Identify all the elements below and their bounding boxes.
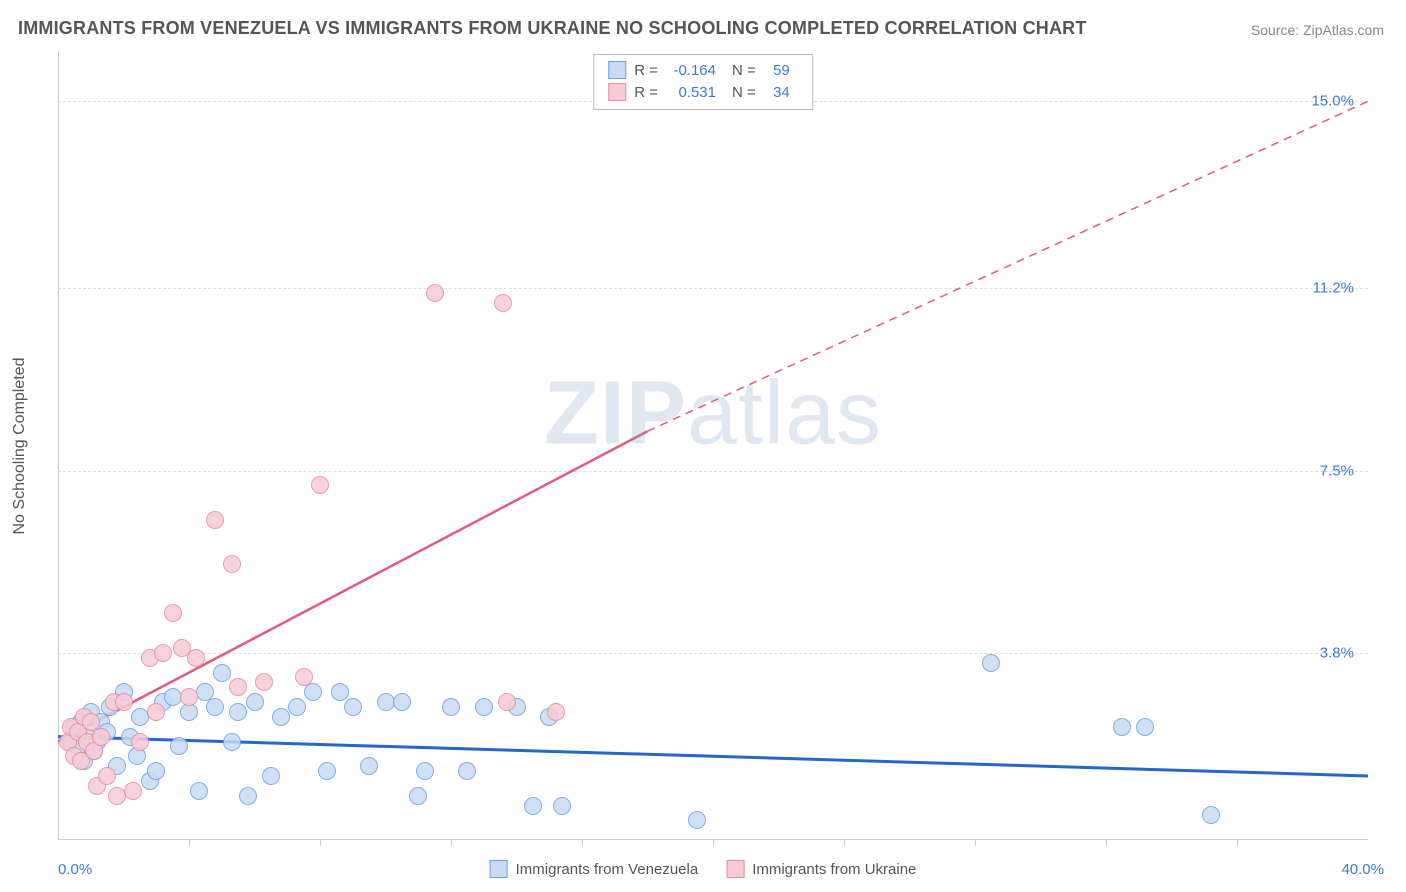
data-point-ukraine xyxy=(98,767,116,785)
data-point-ukraine xyxy=(426,284,444,302)
n-value-venezuela: 59 xyxy=(764,62,798,79)
data-point-venezuela xyxy=(393,693,411,711)
data-point-venezuela xyxy=(1202,806,1220,824)
stats-row-venezuela: R = -0.164 N = 59 xyxy=(608,59,798,81)
r-label: R = xyxy=(634,62,658,79)
data-point-venezuela xyxy=(246,693,264,711)
legend-label-venezuela: Immigrants from Venezuela xyxy=(516,861,699,878)
data-point-ukraine xyxy=(92,728,110,746)
data-point-venezuela xyxy=(377,693,395,711)
stats-legend: R = -0.164 N = 59 R = 0.531 N = 34 xyxy=(593,54,813,110)
data-point-ukraine xyxy=(180,688,198,706)
data-point-venezuela xyxy=(442,698,460,716)
data-point-ukraine xyxy=(498,693,516,711)
x-axis-max-label: 40.0% xyxy=(1341,861,1384,878)
x-tick xyxy=(713,840,714,846)
x-axis-min-label: 0.0% xyxy=(58,861,92,878)
data-point-venezuela xyxy=(416,762,434,780)
x-tick xyxy=(451,840,452,846)
x-tick xyxy=(1106,840,1107,846)
data-point-venezuela xyxy=(1113,718,1131,736)
y-tick-label: 15.0% xyxy=(1311,93,1354,110)
data-point-venezuela xyxy=(206,698,224,716)
data-point-ukraine xyxy=(494,294,512,312)
data-point-ukraine xyxy=(108,787,126,805)
y-tick-label: 7.5% xyxy=(1320,462,1354,479)
stats-row-ukraine: R = 0.531 N = 34 xyxy=(608,81,798,103)
data-point-venezuela xyxy=(147,762,165,780)
swatch-ukraine xyxy=(608,83,626,101)
swatch-venezuela xyxy=(608,61,626,79)
legend-item-venezuela: Immigrants from Venezuela xyxy=(490,860,699,878)
data-point-ukraine xyxy=(124,782,142,800)
x-tick xyxy=(189,840,190,846)
n-label: N = xyxy=(732,62,756,79)
data-point-ukraine xyxy=(154,644,172,662)
data-point-ukraine xyxy=(255,673,273,691)
data-point-ukraine xyxy=(131,733,149,751)
data-point-venezuela xyxy=(213,664,231,682)
x-tick xyxy=(320,840,321,846)
data-point-ukraine xyxy=(311,476,329,494)
data-point-venezuela xyxy=(344,698,362,716)
data-point-venezuela xyxy=(553,797,571,815)
data-point-venezuela xyxy=(331,683,349,701)
gridline xyxy=(58,653,1368,654)
r-value-venezuela: -0.164 xyxy=(666,62,724,79)
data-point-venezuela xyxy=(360,757,378,775)
series-legend: Immigrants from Venezuela Immigrants fro… xyxy=(490,860,917,878)
data-point-venezuela xyxy=(170,737,188,755)
r-label: R = xyxy=(634,84,658,101)
data-point-venezuela xyxy=(1136,718,1154,736)
legend-item-ukraine: Immigrants from Ukraine xyxy=(726,860,916,878)
data-point-ukraine xyxy=(295,668,313,686)
y-axis-label: No Schooling Completed xyxy=(11,358,29,535)
data-point-venezuela xyxy=(164,688,182,706)
data-point-ukraine xyxy=(547,703,565,721)
legend-label-ukraine: Immigrants from Ukraine xyxy=(752,861,916,878)
data-point-venezuela xyxy=(475,698,493,716)
data-point-venezuela xyxy=(304,683,322,701)
gridline xyxy=(58,471,1368,472)
x-tick xyxy=(582,840,583,846)
data-point-ukraine xyxy=(223,555,241,573)
data-point-venezuela xyxy=(131,708,149,726)
source-label: Source: ZipAtlas.com xyxy=(1251,22,1384,38)
plot-area: 3.8%7.5%11.2%15.0% ZIPatlas xyxy=(58,52,1368,840)
x-tick xyxy=(975,840,976,846)
y-tick-label: 3.8% xyxy=(1320,644,1354,661)
data-point-venezuela xyxy=(458,762,476,780)
n-label: N = xyxy=(732,84,756,101)
n-value-ukraine: 34 xyxy=(764,84,798,101)
data-point-venezuela xyxy=(524,797,542,815)
data-point-venezuela xyxy=(190,782,208,800)
data-point-venezuela xyxy=(688,811,706,829)
x-tick xyxy=(1237,840,1238,846)
plot-border xyxy=(58,52,1368,840)
data-point-venezuela xyxy=(223,733,241,751)
data-point-venezuela xyxy=(982,654,1000,672)
data-point-ukraine xyxy=(187,649,205,667)
r-value-ukraine: 0.531 xyxy=(666,84,724,101)
data-point-ukraine xyxy=(206,511,224,529)
data-point-ukraine xyxy=(164,604,182,622)
data-point-venezuela xyxy=(409,787,427,805)
swatch-venezuela xyxy=(490,860,508,878)
data-point-venezuela xyxy=(288,698,306,716)
x-tick xyxy=(844,840,845,846)
data-point-ukraine xyxy=(229,678,247,696)
data-point-ukraine xyxy=(115,693,133,711)
data-point-ukraine xyxy=(147,703,165,721)
y-tick-label: 11.2% xyxy=(1313,280,1354,297)
chart-title: IMMIGRANTS FROM VENEZUELA VS IMMIGRANTS … xyxy=(18,18,1087,39)
swatch-ukraine xyxy=(726,860,744,878)
data-point-venezuela xyxy=(272,708,290,726)
data-point-venezuela xyxy=(262,767,280,785)
data-point-venezuela xyxy=(229,703,247,721)
data-point-venezuela xyxy=(239,787,257,805)
data-point-venezuela xyxy=(318,762,336,780)
gridline xyxy=(58,288,1368,289)
